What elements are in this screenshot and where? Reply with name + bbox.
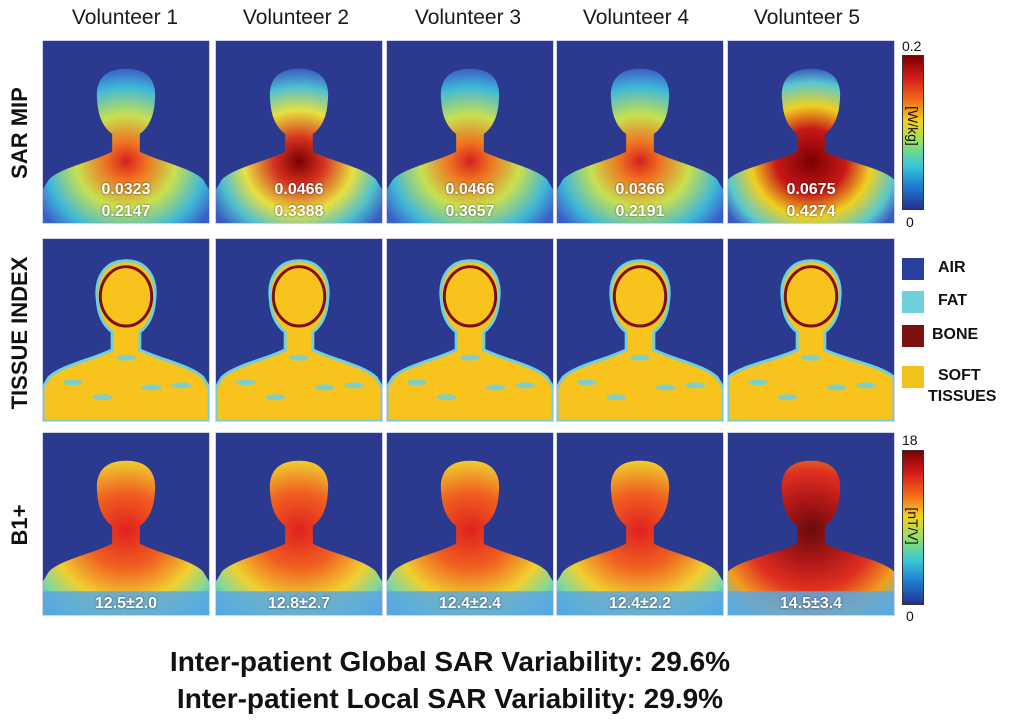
row-label-sar-mip: SAR MIP (7, 87, 32, 179)
sar-colorbar (902, 55, 924, 210)
tissue-index-panel-volunteer-4 (556, 238, 724, 422)
local-sar-value: 0.2147 (101, 203, 151, 220)
b1-mean-value: 14.5±3.4 (779, 595, 843, 612)
global-sar-value: 0.0323 (101, 181, 151, 198)
sar-colorbar-max: 0.2 (902, 38, 922, 54)
local-sar-value: 0.3657 (445, 203, 495, 220)
sar-mip-panel-volunteer-2: 0.0466 0.3388 (215, 40, 383, 224)
legend-swatch-bone (902, 325, 924, 347)
b1-mean-value: 12.8±2.7 (267, 595, 331, 612)
local-sar-variability: Inter-patient Local SAR Variability: 29.… (176, 683, 724, 714)
column-header-volunteer-3: Volunteer 3 (414, 6, 522, 29)
global-sar-value: 0.0675 (786, 181, 836, 198)
sar-mip-panel-volunteer-4: 0.0366 0.2191 (556, 40, 724, 224)
legend-swatch-air (902, 258, 924, 280)
b1-colorbar-min: 0 (906, 608, 914, 624)
tissue-index-panel-volunteer-1 (42, 238, 210, 422)
b1-colorbar-max: 18 (902, 432, 918, 448)
column-header-volunteer-1: Volunteer 1 (71, 6, 179, 29)
global-sar-value: 0.0466 (445, 181, 495, 198)
b1-panel-volunteer-3: 12.4±2.4 (386, 432, 554, 616)
legend-label-soft: SOFT (938, 367, 981, 384)
sar-mip-panel-volunteer-1: 0.0323 0.2147 (42, 40, 210, 224)
tissue-index-panel-volunteer-2 (215, 238, 383, 422)
b1-mean-value: 12.5±2.0 (94, 595, 158, 612)
row-label-tissue-index: TISSUE INDEX (7, 256, 32, 410)
b1-panel-volunteer-2: 12.8±2.7 (215, 432, 383, 616)
tissue-index-panel-volunteer-5 (727, 238, 895, 422)
sar-colorbar-unit: [W/kg] (905, 106, 921, 146)
legend-swatch-fat (902, 291, 924, 313)
local-sar-value: 0.4274 (786, 203, 836, 220)
column-header-volunteer-5: Volunteer 5 (753, 6, 861, 29)
legend-label-tissues: TISSUES (928, 388, 997, 405)
sar-colorbar-min: 0 (906, 214, 914, 230)
tissue-index-panel-volunteer-3 (386, 238, 554, 422)
global-sar-variability: Inter-patient Global SAR Variability: 29… (169, 646, 731, 677)
legend-label-bone: BONE (932, 326, 979, 343)
sar-mip-panel-volunteer-5: 0.0675 0.4274 (727, 40, 895, 224)
column-header-volunteer-2: Volunteer 2 (242, 6, 350, 29)
global-sar-value: 0.0366 (615, 181, 665, 198)
legend-swatch-soft-tissues (902, 366, 924, 388)
b1-colorbar-unit: [nT/V] (905, 507, 921, 545)
local-sar-value: 0.3388 (274, 203, 324, 220)
row-label-b1: B1+ (7, 504, 32, 546)
legend-label-fat: FAT (938, 292, 968, 309)
b1-panel-volunteer-4: 12.4±2.2 (556, 432, 724, 616)
global-sar-value: 0.0466 (274, 181, 324, 198)
b1-panel-volunteer-1: 12.5±2.0 (42, 432, 210, 616)
b1-colorbar (902, 450, 924, 605)
b1-mean-value: 12.4±2.4 (438, 595, 502, 612)
b1-mean-value: 12.4±2.2 (608, 595, 672, 612)
sar-mip-panel-volunteer-3: 0.0466 0.3657 (386, 40, 554, 224)
column-header-volunteer-4: Volunteer 4 (582, 6, 690, 29)
b1-panel-volunteer-5: 14.5±3.4 (727, 432, 895, 616)
local-sar-value: 0.2191 (615, 203, 665, 220)
legend-label-air: AIR (938, 259, 966, 276)
